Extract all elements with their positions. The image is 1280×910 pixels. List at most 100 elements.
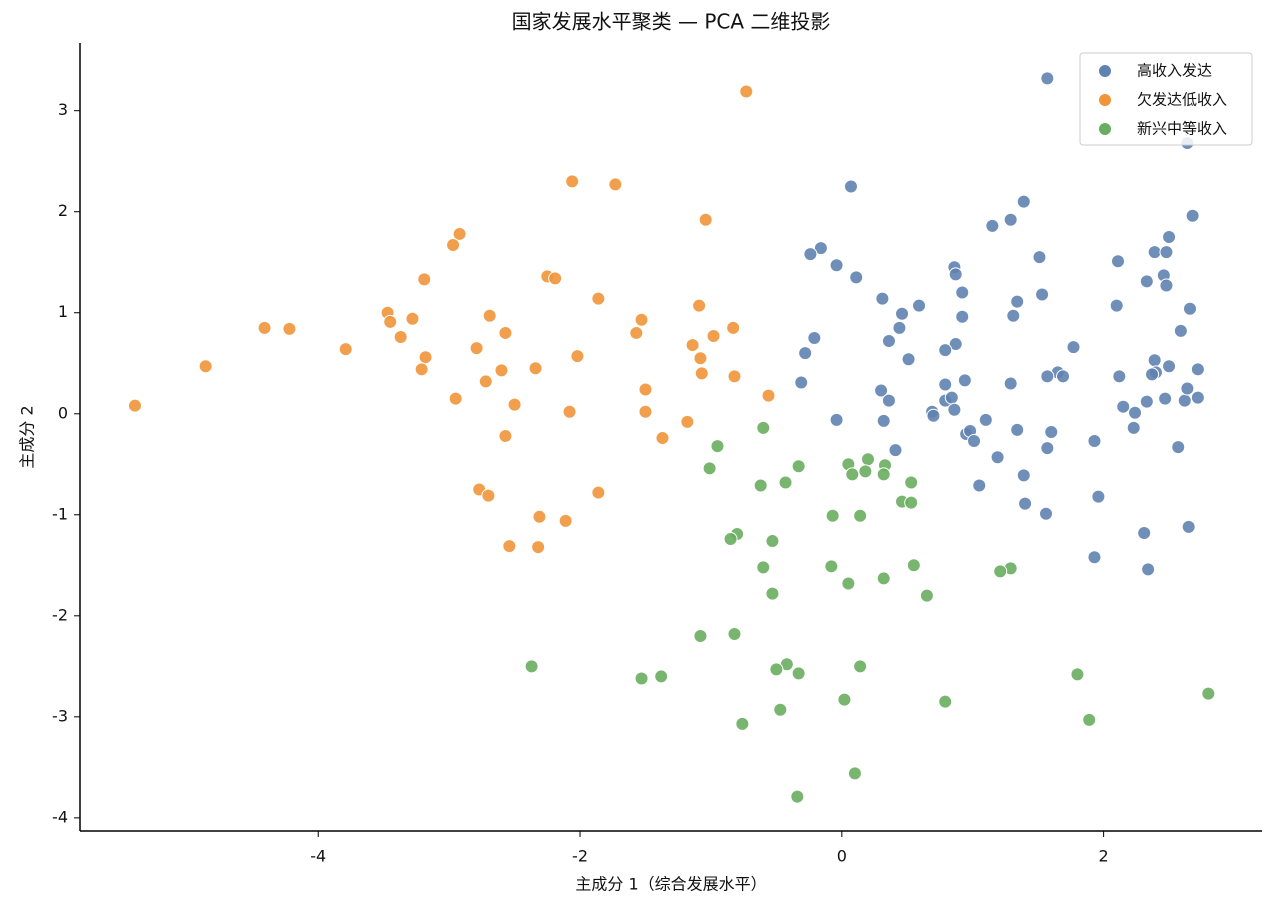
point <box>524 659 539 674</box>
point <box>1147 245 1162 260</box>
point <box>881 334 896 349</box>
point <box>824 559 839 574</box>
point <box>591 485 606 500</box>
point <box>702 461 717 476</box>
point <box>1112 369 1127 384</box>
point <box>1159 278 1174 293</box>
point <box>1056 369 1071 384</box>
point <box>591 291 606 306</box>
point <box>829 412 844 427</box>
point <box>1066 340 1081 355</box>
point <box>790 789 805 804</box>
point <box>829 258 844 273</box>
point <box>847 766 862 781</box>
point <box>1010 422 1025 437</box>
point <box>1116 399 1131 414</box>
point <box>769 662 784 677</box>
point <box>638 382 653 397</box>
point <box>494 363 509 378</box>
point <box>1016 468 1031 483</box>
point <box>570 349 585 364</box>
point <box>1040 441 1055 456</box>
point <box>654 669 669 684</box>
chart-title: 国家发展水平聚类 — PCA 二维投影 <box>512 10 831 34</box>
point <box>803 247 818 262</box>
point <box>849 270 864 285</box>
point <box>807 330 822 345</box>
point <box>1190 390 1205 405</box>
point <box>912 298 927 313</box>
point <box>727 627 742 641</box>
point <box>765 586 780 601</box>
point <box>955 285 970 300</box>
legend-box <box>1079 52 1253 146</box>
point <box>1044 424 1059 439</box>
point <box>692 298 707 313</box>
point <box>955 309 970 324</box>
point <box>726 320 741 335</box>
y-tick-label: 1 <box>58 302 68 321</box>
point <box>405 311 420 326</box>
point <box>693 629 708 644</box>
point <box>710 439 725 454</box>
point <box>634 671 649 686</box>
point <box>680 414 695 429</box>
y-axis-label: 主成分 2 <box>18 405 37 468</box>
point <box>904 475 919 490</box>
point <box>985 218 1000 233</box>
point <box>282 321 297 336</box>
point <box>1091 489 1106 504</box>
point <box>778 475 793 490</box>
point <box>1035 287 1050 302</box>
point <box>756 420 771 435</box>
point <box>957 373 972 388</box>
point <box>1185 208 1200 223</box>
point <box>919 588 934 603</box>
point <box>735 716 750 731</box>
point <box>901 352 916 367</box>
point <box>904 495 919 510</box>
point <box>528 361 543 376</box>
point <box>507 397 522 412</box>
point <box>562 404 577 419</box>
point <box>418 350 433 365</box>
point <box>127 398 142 413</box>
point <box>1087 434 1102 449</box>
point <box>1201 686 1216 701</box>
point <box>947 402 962 417</box>
point <box>1018 496 1033 511</box>
point <box>978 412 993 427</box>
point <box>1137 525 1152 540</box>
y-tick-label: -4 <box>52 807 68 826</box>
point <box>938 343 953 358</box>
point <box>1162 359 1177 374</box>
point <box>1006 308 1021 323</box>
point <box>798 346 813 361</box>
y-tick-label: 3 <box>58 100 68 119</box>
point <box>723 532 738 547</box>
point <box>761 388 776 403</box>
point <box>1173 323 1188 338</box>
point <box>257 320 272 335</box>
point <box>845 467 860 482</box>
point <box>791 459 806 474</box>
point <box>756 560 771 575</box>
point <box>938 377 953 392</box>
point <box>876 413 891 428</box>
point <box>1141 562 1156 577</box>
point <box>531 540 546 555</box>
point <box>1040 71 1055 86</box>
y-tick-label: -3 <box>52 706 68 725</box>
point <box>638 404 653 419</box>
point <box>1032 250 1047 265</box>
point <box>892 320 907 335</box>
point <box>727 369 742 384</box>
point <box>1039 506 1054 521</box>
point <box>861 452 875 467</box>
point <box>498 325 513 340</box>
point <box>876 467 891 482</box>
point <box>1171 440 1186 455</box>
point <box>1070 667 1085 682</box>
legend-marker <box>1098 122 1112 136</box>
